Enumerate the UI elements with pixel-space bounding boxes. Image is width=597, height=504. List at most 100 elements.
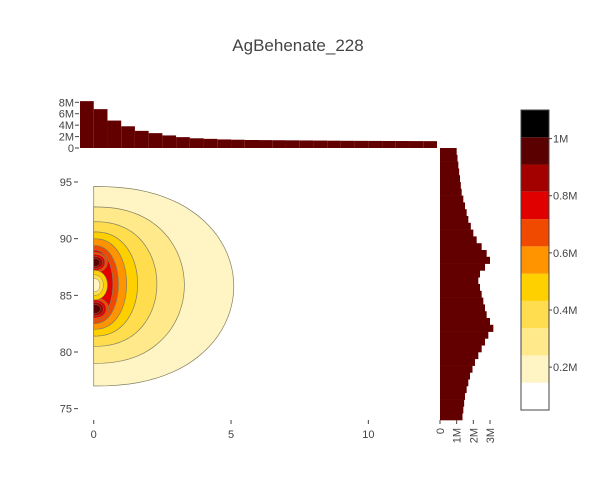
colorbar-tick-label: 0.4M (553, 305, 577, 317)
main-contour-plot (93, 186, 235, 387)
right-hist-bar (440, 250, 487, 258)
top-hist-bar (203, 138, 218, 148)
top-hist-tick-label: 0 (68, 143, 74, 155)
top-hist-bar (409, 141, 424, 148)
top-hist-bar (258, 140, 273, 148)
colorbar-swatch (521, 273, 549, 301)
right-hist-bar (440, 345, 482, 353)
right-hist-bar (440, 209, 467, 217)
chart-title: AgBehenate_228 (232, 36, 363, 55)
main-axes: 0 5 10 75 80 85 90 95 (60, 177, 375, 441)
top-hist-bar (189, 138, 204, 148)
right-hist-bar (440, 195, 464, 203)
top-hist-bar (93, 109, 108, 148)
right-hist-bar (440, 406, 464, 414)
right-hist-bar (440, 188, 462, 196)
top-hist-bar (231, 139, 245, 148)
right-hist-tick-label: 1M (452, 428, 464, 443)
top-hist-bar (80, 101, 94, 148)
right-hist-tick-label: 2M (468, 428, 480, 443)
top-hist-bar (162, 135, 177, 148)
right-hist-bar (440, 386, 467, 394)
right-hist-bar (440, 148, 457, 156)
right-hist-bar (440, 168, 460, 176)
right-hist-bar (440, 229, 474, 237)
right-hist-bar (440, 304, 485, 312)
right-hist-bar (440, 277, 479, 285)
center-dip-layer-3 (93, 278, 101, 293)
colorbar-swatch (521, 328, 549, 356)
top-hist-tick-label: 6M (59, 109, 74, 121)
top-hist-bar (423, 141, 437, 148)
x-tick-label: 0 (91, 429, 97, 441)
x-tick-label: 10 (362, 429, 374, 441)
right-hist-bar (440, 202, 465, 210)
top-hist-tick-label: 2M (59, 132, 74, 144)
right-hist-bar (440, 236, 477, 244)
top-hist-bar (176, 137, 190, 148)
right-hist-bar (440, 243, 482, 251)
top-hist-bar (368, 140, 383, 148)
top-hist-bar (327, 140, 341, 148)
colorbar-swatch (521, 137, 549, 165)
right-histogram-axis: 0 1M 2M 3M (435, 420, 497, 443)
top-hist-bar (272, 140, 286, 148)
right-hist-bar (440, 256, 490, 264)
right-hist-bar (440, 290, 482, 298)
top-hist-bar (148, 133, 163, 148)
right-hist-tick-label: 3M (485, 428, 497, 443)
colorbar: 0.2M 0.4M 0.6M 0.8M 1M (520, 109, 577, 411)
colorbar-swatch (521, 355, 549, 383)
top-hist-bar (121, 126, 135, 148)
top-hist-bar (107, 120, 122, 148)
right-hist-bar (440, 175, 460, 183)
right-hist-bar (440, 216, 469, 224)
right-hist-bar (440, 352, 479, 360)
right-hist-bar (440, 154, 458, 162)
top-hist-bar (382, 140, 396, 148)
right-histogram (440, 148, 494, 421)
right-hist-bar (440, 399, 465, 407)
right-hist-bar (440, 324, 494, 332)
colorbar-swatch (521, 246, 549, 274)
y-tick-label: 90 (60, 234, 72, 246)
colorbar-swatch (521, 219, 549, 247)
y-tick-label: 95 (60, 177, 72, 189)
right-hist-bar (440, 358, 475, 366)
colorbar-swatch (521, 382, 549, 410)
colorbar-tick-label: 1M (553, 134, 568, 146)
top-hist-bar (285, 140, 300, 148)
right-hist-bar (440, 182, 461, 190)
top-hist-bar (395, 141, 410, 148)
right-hist-bar (440, 331, 489, 339)
y-tick-label: 85 (60, 290, 72, 302)
colorbar-tick-label: 0.8M (553, 191, 577, 203)
y-tick-label: 75 (60, 404, 72, 416)
right-hist-bar (440, 413, 463, 421)
top-hist-bar (354, 140, 369, 148)
colorbar-swatch (521, 300, 549, 329)
right-hist-bar (440, 372, 470, 380)
right-hist-bar (440, 311, 487, 319)
right-hist-bar (440, 338, 485, 346)
top-histogram (80, 101, 437, 148)
right-hist-bar (440, 365, 473, 373)
right-hist-bar (440, 318, 490, 326)
top-hist-bar (299, 140, 314, 148)
colorbar-tick-label: 0.6M (553, 248, 577, 260)
top-hist-bar (134, 130, 149, 148)
colorbar-swatch (521, 164, 549, 192)
top-hist-tick-label: 8M (59, 97, 74, 109)
right-hist-bar (440, 270, 480, 278)
right-hist-bar (440, 284, 480, 292)
right-hist-bar (440, 263, 485, 271)
right-hist-bar (440, 379, 469, 387)
right-hist-bar (440, 222, 471, 230)
peak-1-layer-4 (93, 304, 101, 314)
top-hist-bar (217, 139, 232, 148)
colorbar-swatch (521, 110, 549, 138)
colorbar-tick-label: 0.2M (553, 362, 577, 374)
